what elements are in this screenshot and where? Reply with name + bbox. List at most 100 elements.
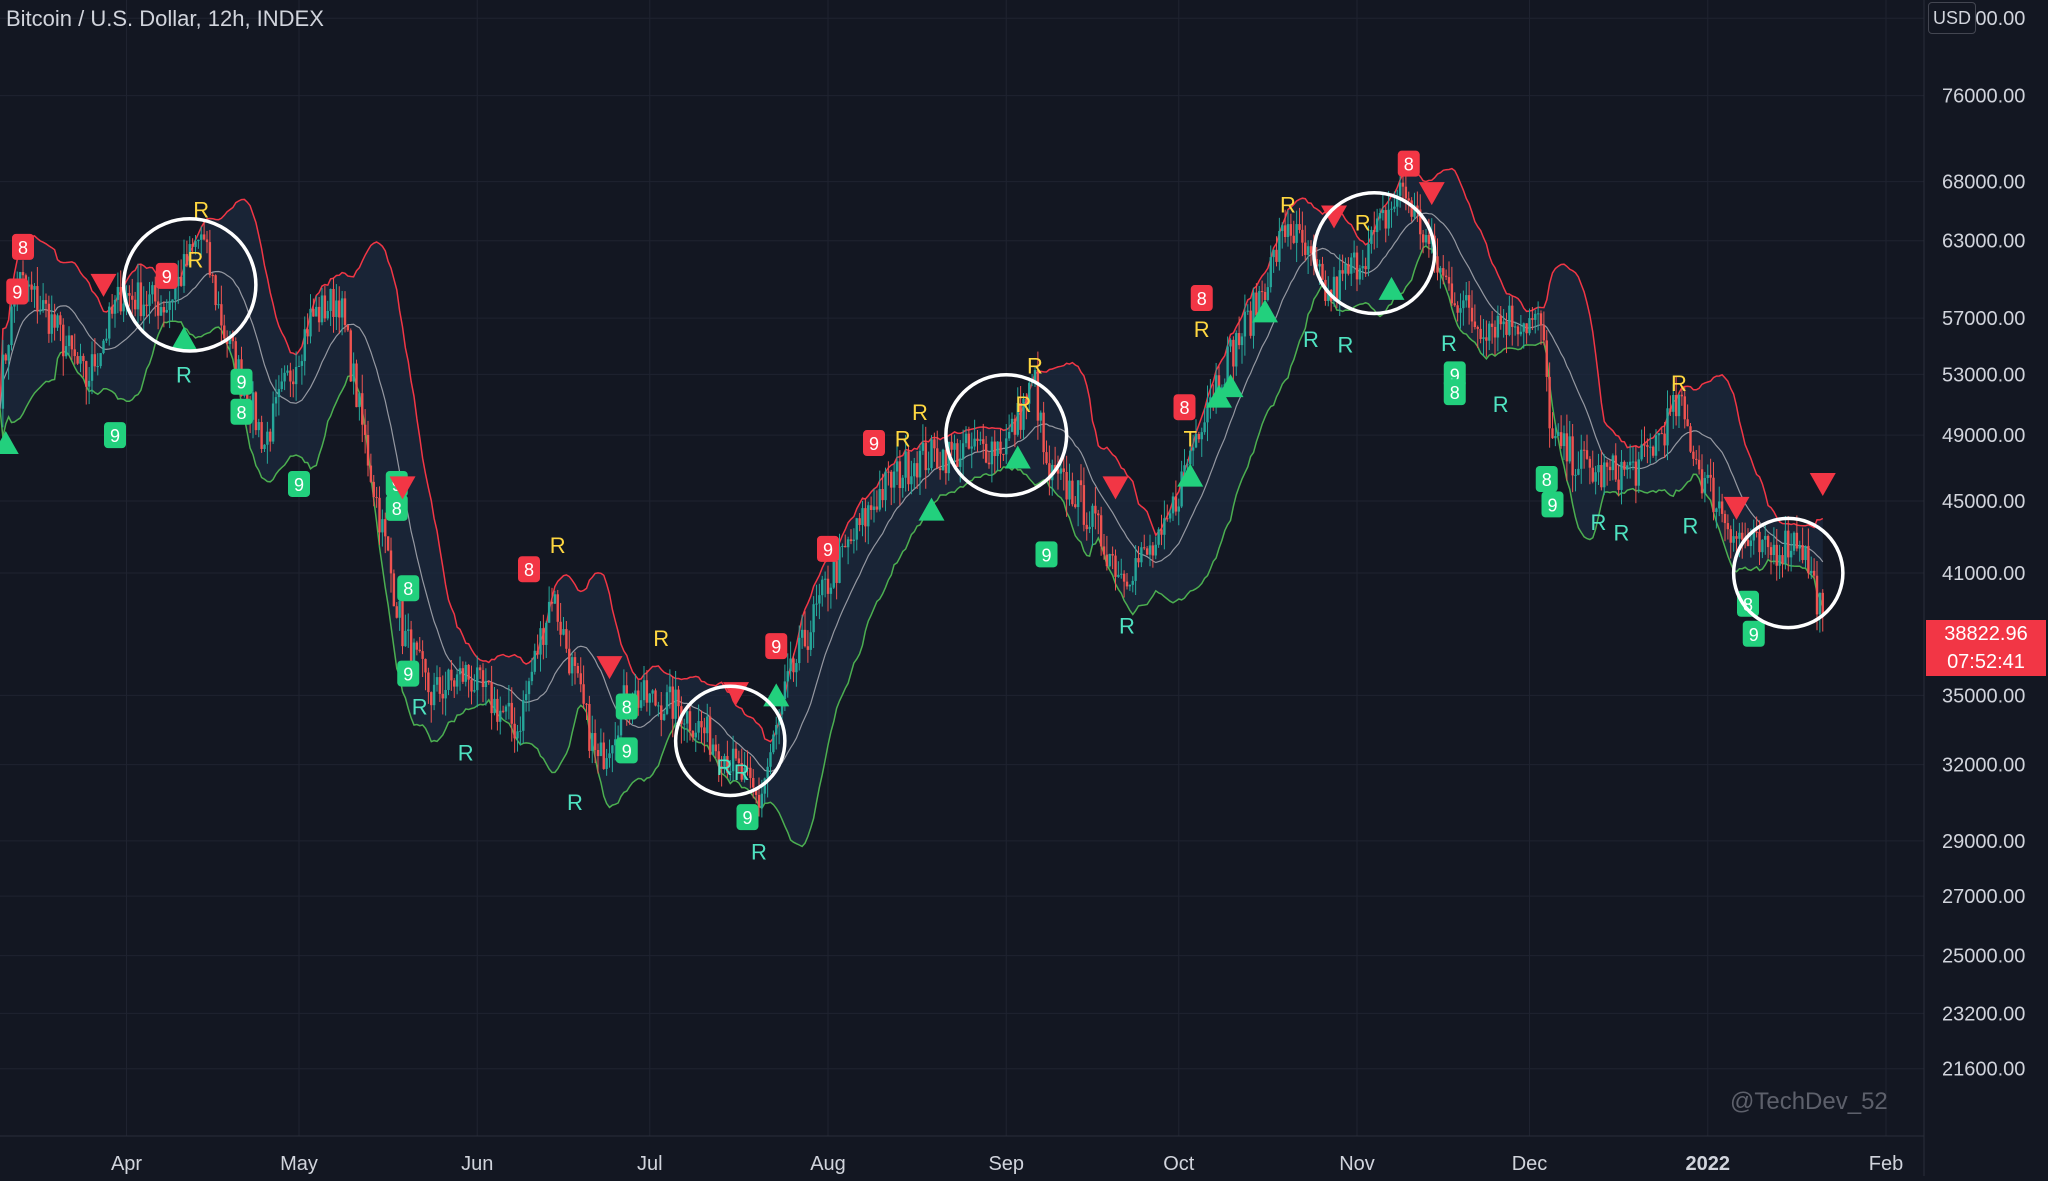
candle-body [1177,506,1180,512]
r-bottom-label: R [1119,614,1135,639]
candle-body [1511,305,1514,327]
candle-body [818,595,821,604]
candle-body [1674,394,1678,417]
r-bottom-label: R [1338,332,1354,357]
currency-button[interactable]: USD [1928,2,1976,34]
candle-body [1125,581,1129,587]
candle-body [665,692,669,714]
sell-count-badge [6,278,29,305]
candle-body [585,703,588,705]
candle-body [760,793,764,808]
candle-body [674,689,677,719]
time-tick-label: Apr [111,1153,142,1175]
candle-body [1815,575,1819,615]
candle-body [536,650,539,655]
candle-body [869,505,873,510]
candle-body [432,684,436,706]
candle-body [798,637,801,664]
candle-body [220,304,223,326]
candle-body [806,646,810,650]
candle-body [729,771,732,773]
candle-body [1718,501,1721,509]
sell-count-badge [765,633,788,660]
r-bottom-label: R [1303,327,1319,352]
candle-body [553,594,557,604]
candle-body [1801,545,1804,561]
highlight-circle [944,372,1069,498]
candle-body [59,315,62,325]
price-tick-label: 32000.00 [1942,755,2025,777]
sell-count-badge [1190,285,1213,312]
buy-count-label: 8 [392,499,402,519]
buy-count-label: 8 [1542,470,1552,490]
bar-countdown: 07:52:41 [1947,651,2025,673]
candle-body [257,422,260,431]
candle-body [64,346,68,357]
buy-signal-arrow [1252,299,1278,323]
candle-body [826,578,830,594]
candle-body [384,519,387,537]
candle-body [1565,433,1569,462]
candle-body [1784,530,1787,564]
candle-body [786,671,789,682]
candle-body [1145,548,1149,555]
candle-body [924,442,927,471]
candle-body [668,686,672,693]
candle-body [1048,463,1051,481]
candle-body [1140,547,1143,563]
candle-body [910,476,913,485]
candle-body [1692,451,1695,459]
price-tick-label: 27000.00 [1942,886,2025,908]
candle-body [1263,291,1267,301]
candle-body [1082,485,1086,525]
last-price: 38822.96 [1944,623,2028,645]
candle-body [964,433,968,444]
candle-body [579,673,582,685]
sell-count-label: 8 [18,238,28,258]
candle-body [1191,447,1195,451]
candle-body [99,353,102,367]
candle-body [757,794,761,808]
candle-body [1010,418,1014,432]
time-tick-label: Sep [988,1153,1024,1175]
candle-body [688,711,692,731]
price-tick-label: 29000.00 [1942,831,2025,853]
candle-body [231,336,235,342]
candle-body [967,433,971,449]
candle-body [1102,546,1106,555]
candle-body [1416,205,1419,210]
candle-body [898,461,902,489]
candle-body [1016,402,1019,435]
symbol-title[interactable]: Bitcoin / U.S. Dollar, 12h, INDEX [6,6,324,31]
candle-body [438,677,442,694]
candle-body [194,241,197,247]
time-tick-label: Oct [1163,1153,1195,1175]
candle-body [1654,435,1658,456]
candle-body [1347,263,1350,274]
candle-body [588,703,591,751]
candle-body [1807,545,1810,574]
candle-body [1525,323,1528,334]
price-tick-label: 23200.00 [1942,1003,2025,1025]
sell-count-badge [1173,394,1196,421]
candle-body [228,336,232,344]
candle-body [1341,270,1344,274]
candle-body [1764,535,1767,540]
candle-body [913,463,916,477]
candle-body [332,288,335,317]
candle-body [407,629,410,631]
candle-body [424,658,427,673]
candle-body [1128,584,1132,587]
candle-body [1304,242,1307,255]
candle-body [415,642,419,650]
time-tick-label: Aug [810,1153,846,1175]
candle-body [352,363,355,382]
candle-body [1473,321,1477,328]
candle-body [1025,398,1028,404]
candle-body [1404,186,1408,199]
buy-count-label: 9 [1450,365,1460,385]
buy-count-badge [615,737,638,764]
sell-count-label: 8 [1179,398,1189,418]
